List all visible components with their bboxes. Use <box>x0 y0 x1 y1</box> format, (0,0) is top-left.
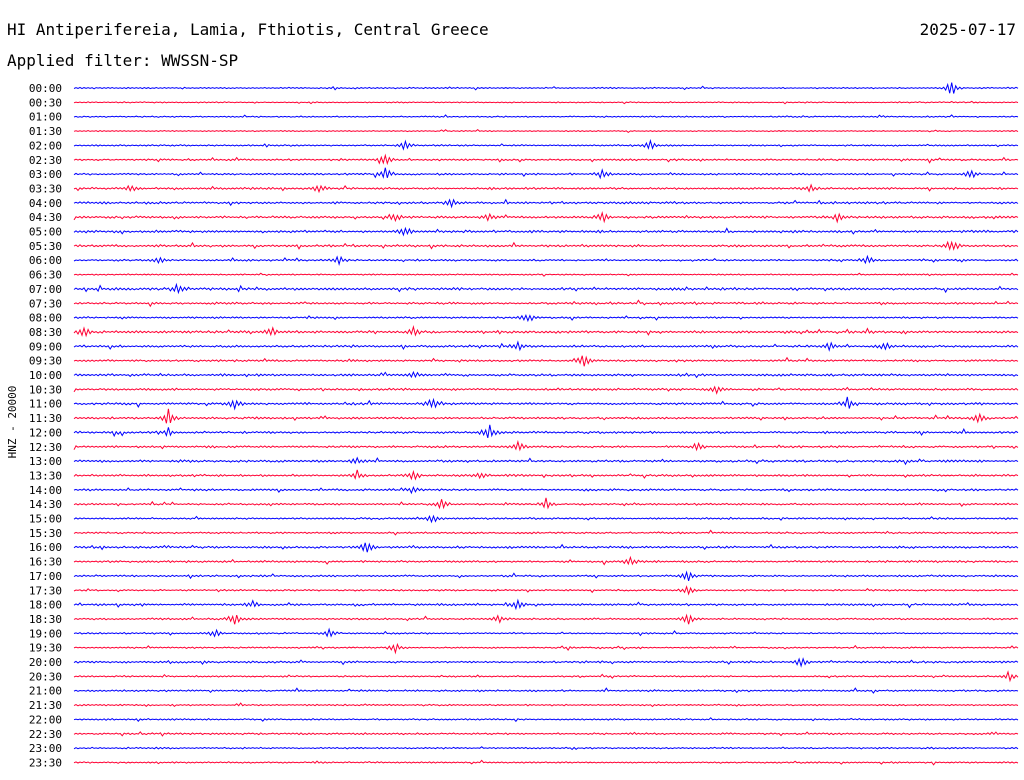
trace-row <box>74 300 1018 306</box>
trace-row <box>74 718 1018 722</box>
trace-row <box>74 587 1018 594</box>
row-time-label: 08:30 <box>29 326 62 339</box>
row-time-label: 05:00 <box>29 226 62 239</box>
row-time-label: 22:00 <box>29 713 62 726</box>
row-time-label: 13:30 <box>29 469 62 482</box>
trace-row <box>74 397 1018 409</box>
row-time-label: 20:30 <box>29 670 62 683</box>
row-time-label: 15:30 <box>29 527 62 540</box>
row-time-label: 16:30 <box>29 556 62 569</box>
trace-row <box>74 600 1018 608</box>
row-time-label: 15:00 <box>29 513 62 526</box>
trace-row <box>74 141 1018 149</box>
row-time-label: 07:00 <box>29 283 62 296</box>
row-time-label: 10:30 <box>29 383 62 396</box>
row-time-label: 19:00 <box>29 627 62 640</box>
trace-row <box>74 285 1018 293</box>
trace-row <box>74 342 1018 350</box>
row-time-label: 00:00 <box>29 82 62 95</box>
trace-row <box>74 487 1018 493</box>
trace-row <box>74 557 1018 564</box>
trace-row <box>74 672 1018 681</box>
trace-row <box>74 168 1018 178</box>
trace-row <box>74 615 1018 624</box>
row-time-label: 16:00 <box>29 541 62 554</box>
trace-row <box>74 327 1018 336</box>
trace-row <box>74 101 1018 103</box>
row-time-label: 02:30 <box>29 154 62 167</box>
trace-row <box>74 356 1018 367</box>
row-time-label: 06:30 <box>29 269 62 282</box>
row-time-label: 09:00 <box>29 340 62 353</box>
row-time-label: 09:30 <box>29 355 62 368</box>
row-time-label: 11:30 <box>29 412 62 425</box>
y-axis-label: HNZ - 20000 <box>6 386 19 459</box>
row-time-label: 01:00 <box>29 111 62 124</box>
trace-row <box>74 747 1018 750</box>
row-time-label: 11:00 <box>29 398 62 411</box>
row-time-label: 14:30 <box>29 498 62 511</box>
trace-row <box>74 242 1018 249</box>
trace-row <box>74 530 1018 534</box>
y-axis-label-group: HNZ - 20000 <box>6 386 19 459</box>
trace-row <box>74 228 1018 235</box>
row-time-label: 12:30 <box>29 441 62 454</box>
trace-row <box>74 273 1018 276</box>
row-time-label: 20:00 <box>29 656 62 669</box>
trace-row <box>74 213 1018 222</box>
row-time-label: 22:30 <box>29 728 62 741</box>
row-time-label: 17:30 <box>29 584 62 597</box>
trace-row <box>74 629 1018 636</box>
trace-row <box>74 256 1018 264</box>
row-time-label: 19:30 <box>29 642 62 655</box>
row-time-label: 06:00 <box>29 254 62 267</box>
row-time-label: 13:00 <box>29 455 62 468</box>
trace-row <box>74 644 1018 652</box>
row-time-label: 03:30 <box>29 182 62 195</box>
trace-row <box>74 156 1018 164</box>
trace-row <box>74 732 1018 736</box>
trace-row <box>74 659 1018 666</box>
row-time-label: 23:30 <box>29 756 62 769</box>
trace-row <box>74 470 1018 479</box>
row-time-label: 18:00 <box>29 599 62 612</box>
trace-row <box>74 115 1018 117</box>
trace-row <box>74 543 1018 552</box>
trace-row <box>74 572 1018 581</box>
trace-row <box>74 516 1018 522</box>
trace-row <box>74 315 1018 320</box>
row-time-label: 23:00 <box>29 742 62 755</box>
row-time-label: 04:30 <box>29 211 62 224</box>
row-time-label: 21:00 <box>29 685 62 698</box>
trace-row <box>74 442 1018 450</box>
row-time-label: 05:30 <box>29 240 62 253</box>
trace-row <box>74 200 1018 207</box>
trace-row <box>74 760 1018 764</box>
row-time-label: 01:30 <box>29 125 62 138</box>
row-time-label: 14:00 <box>29 484 62 497</box>
trace-row <box>74 688 1018 693</box>
trace-row <box>74 83 1018 94</box>
trace-row <box>74 387 1018 393</box>
row-time-label: 03:00 <box>29 168 62 181</box>
trace-row <box>74 425 1018 438</box>
trace-row <box>74 458 1018 464</box>
row-time-label: 21:30 <box>29 699 62 712</box>
row-time-label: 04:00 <box>29 197 62 210</box>
row-time-label: 12:00 <box>29 426 62 439</box>
trace-row <box>74 498 1018 508</box>
row-time-label: 02:00 <box>29 139 62 152</box>
trace-row <box>74 130 1018 133</box>
row-time-label: 08:00 <box>29 312 62 325</box>
row-time-label: 17:00 <box>29 570 62 583</box>
row-time-label: 18:30 <box>29 613 62 626</box>
row-time-label: 07:30 <box>29 297 62 310</box>
row-time-label: 00:30 <box>29 96 62 109</box>
trace-row <box>74 409 1018 424</box>
trace-row <box>74 703 1018 706</box>
trace-row <box>74 185 1018 192</box>
trace-row <box>74 372 1018 377</box>
row-time-label: 10:00 <box>29 369 62 382</box>
